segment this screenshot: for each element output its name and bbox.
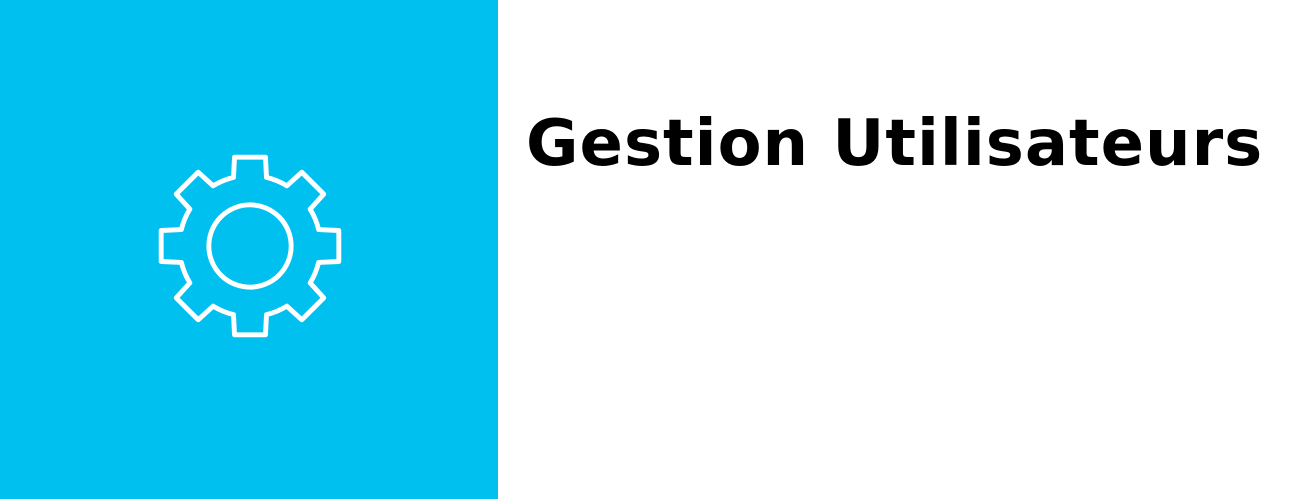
gear-icon bbox=[158, 154, 342, 338]
icon-panel bbox=[0, 0, 498, 499]
tile-title: Gestion Utilisateurs bbox=[526, 107, 1264, 181]
